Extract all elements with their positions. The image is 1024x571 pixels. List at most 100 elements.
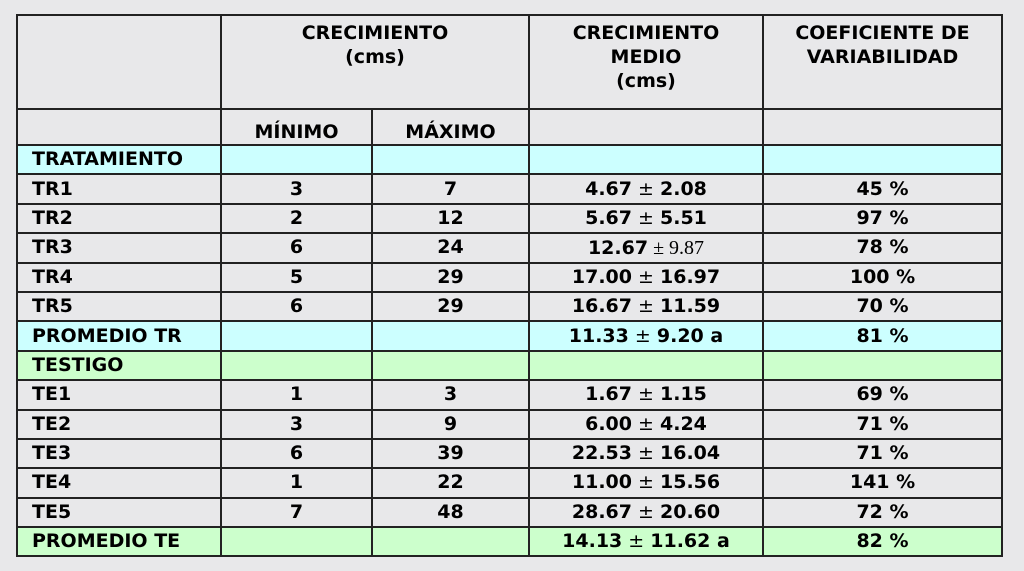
cell-minimo	[220, 349, 373, 382]
cell-coeficiente: 82 %	[762, 526, 1003, 558]
row-label: TR3	[16, 232, 222, 264]
mean-value: 14.13	[562, 530, 623, 553]
mean-value: 6.00	[585, 412, 632, 435]
cell-minimo: 1	[220, 467, 373, 499]
cell-coeficiente: 141 %	[762, 467, 1003, 499]
cell-maximo: 48	[371, 496, 530, 529]
cell-coeficiente: 100 %	[762, 261, 1003, 293]
growth-table: CRECIMIENTO (cms) CRECIMIENTO MEDIO (cms) C…	[16, 14, 1003, 558]
table-row: TR5 6 29 16.67 ± 11.59 70 %	[16, 290, 1003, 323]
mean-value: 11.33	[568, 324, 629, 347]
cell-minimo: 5	[220, 261, 373, 293]
plus-minus-sign: ±	[632, 412, 660, 435]
cell-crecimiento-medio: 11.33 ± 9.20 a	[528, 320, 764, 352]
header-crecimiento: CRECIMIENTO (cms)	[220, 14, 530, 110]
sd-value: 4.24	[660, 412, 707, 435]
cell-coeficiente: 72 %	[762, 496, 1003, 529]
cell-coeficiente: 71 %	[762, 437, 1003, 470]
plus-minus-sign: ±	[632, 265, 660, 288]
plus-minus-sign: ±	[632, 500, 660, 523]
sd-value: 15.56	[660, 471, 721, 494]
cell-coeficiente: 45 %	[762, 173, 1003, 205]
mean-value: 11.00	[571, 471, 632, 494]
cell-maximo: 29	[371, 290, 530, 323]
row-label: TRATAMIENTO	[16, 143, 222, 176]
header-coeficiente: COEFICIENTE DE VARIABILIDAD	[762, 14, 1003, 110]
header-maximo: MÁXIMO	[371, 108, 530, 146]
row-label: TR1	[16, 173, 222, 205]
cell-crecimiento-medio: 1.67 ± 1.15	[528, 379, 764, 411]
sd-value: 16.04	[660, 442, 721, 465]
cell-coeficiente: 69 %	[762, 379, 1003, 411]
mean-value: 17.00	[571, 265, 632, 288]
mean-value: 16.67	[571, 295, 632, 318]
mean-value: 4.67	[585, 177, 632, 200]
row-label: TE1	[16, 379, 222, 411]
cell-crecimiento-medio: 6.00 ± 4.24	[528, 408, 764, 440]
mean-value: 12.67	[587, 236, 649, 259]
plus-minus-sign: ±	[648, 236, 670, 259]
cell-coeficiente: 81 %	[762, 320, 1003, 352]
cell-minimo: 1	[220, 379, 373, 411]
significance-letter: a	[710, 324, 724, 347]
subheader-row: MÍNIMO MÁXIMO	[16, 108, 1003, 146]
row-label: PROMEDIO TE	[16, 526, 222, 558]
cell-crecimiento-medio: 17.00 ± 16.97	[528, 261, 764, 293]
cell-crecimiento-medio: 16.67 ± 11.59	[528, 290, 764, 323]
cell-crecimiento-medio	[528, 143, 764, 176]
cell-maximo	[371, 349, 530, 382]
header-empty	[16, 14, 222, 110]
section-row: TRATAMIENTO	[16, 143, 1003, 176]
header-row: CRECIMIENTO (cms) CRECIMIENTO MEDIO (cms) C…	[16, 14, 1003, 110]
sd-value: 2.08	[660, 177, 707, 200]
cell-minimo: 3	[220, 408, 373, 440]
cell-minimo: 6	[220, 290, 373, 323]
cell-crecimiento-medio: 5.67 ± 5.51	[528, 202, 764, 235]
row-label: TESTIGO	[16, 349, 222, 382]
row-label: TE2	[16, 408, 222, 440]
section-row: TESTIGO	[16, 349, 1003, 382]
cell-maximo: 39	[371, 437, 530, 470]
cell-maximo: 24	[371, 232, 530, 264]
cell-minimo: 3	[220, 173, 373, 205]
sd-value: 16.97	[660, 265, 721, 288]
row-label: TE3	[16, 437, 222, 470]
cell-maximo: 29	[371, 261, 530, 293]
row-label: TR5	[16, 290, 222, 323]
cell-minimo: 2	[220, 202, 373, 235]
cell-maximo: 9	[371, 408, 530, 440]
subheader-empty	[16, 108, 222, 146]
cell-coeficiente	[762, 143, 1003, 176]
cell-crecimiento-medio: 11.00 ± 15.56	[528, 467, 764, 499]
sd-value: 5.51	[660, 206, 707, 229]
cell-maximo	[371, 143, 530, 176]
plus-minus-sign: ±	[632, 206, 660, 229]
row-label: TE5	[16, 496, 222, 529]
sd-value: 1.15	[660, 383, 707, 406]
sd-value: 9.87	[669, 236, 705, 259]
cell-maximo	[371, 320, 530, 352]
sd-value: 20.60	[660, 500, 721, 523]
cell-coeficiente	[762, 349, 1003, 382]
table-row: TE3 6 39 22.53 ± 16.04 71 %	[16, 437, 1003, 470]
significance-letter: a	[717, 530, 730, 553]
row-label: TE4	[16, 467, 222, 499]
subheader-empty	[528, 108, 764, 146]
plus-minus-sign: ±	[632, 295, 660, 318]
plus-minus-sign: ±	[622, 530, 651, 553]
row-label: TR4	[16, 261, 222, 293]
mean-value: 22.53	[571, 442, 632, 465]
summary-row: PROMEDIO TR 11.33 ± 9.20 a 81 %	[16, 320, 1003, 352]
table-row: TE1 1 3 1.67 ± 1.15 69 %	[16, 379, 1003, 411]
plus-minus-sign: ±	[628, 324, 657, 347]
cell-crecimiento-medio: 4.67 ± 2.08	[528, 173, 764, 205]
table-row: TE4 1 22 11.00 ± 15.56 141 %	[16, 467, 1003, 499]
plus-minus-sign: ±	[632, 442, 660, 465]
sd-value: 11.62	[650, 530, 711, 553]
cell-minimo	[220, 320, 373, 352]
cell-maximo	[371, 526, 530, 558]
sd-value: 9.20	[656, 324, 704, 347]
plus-minus-sign: ±	[632, 383, 660, 406]
mean-value: 1.67	[585, 383, 632, 406]
header-crecimiento-medio: CRECIMIENTO MEDIO (cms)	[528, 14, 764, 110]
